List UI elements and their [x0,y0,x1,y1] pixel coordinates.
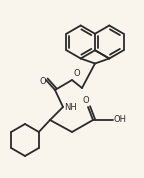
Text: O: O [40,77,46,85]
Text: NH: NH [64,103,77,111]
Text: OH: OH [113,116,126,124]
Text: O: O [74,69,81,78]
Text: O: O [83,96,89,105]
